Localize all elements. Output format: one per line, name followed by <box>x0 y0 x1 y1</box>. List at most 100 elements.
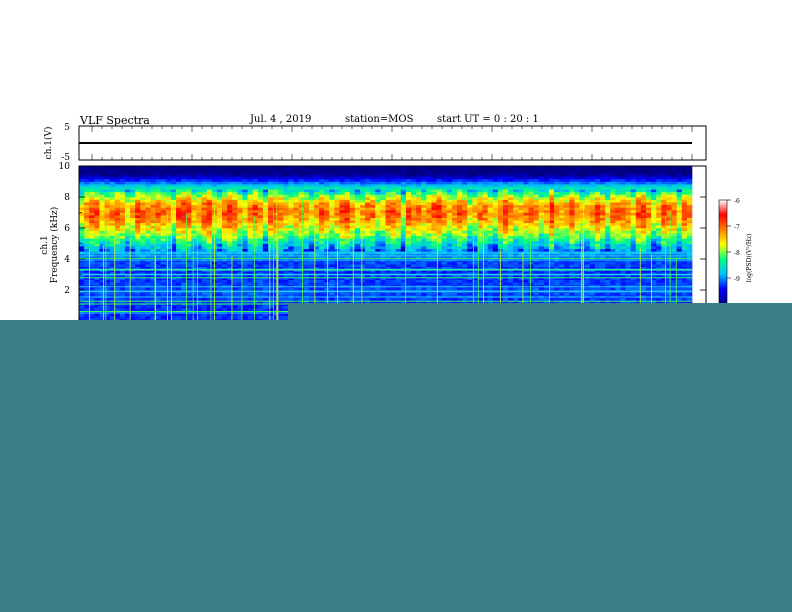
spectrogram-cell <box>385 235 391 239</box>
spectrogram-cell <box>385 271 391 275</box>
spectrogram-cell <box>405 287 412 291</box>
spectrogram-cell <box>196 184 202 187</box>
spectrogram-cell <box>247 181 253 185</box>
spectrogram-cell <box>247 222 253 226</box>
spectrogram-cell <box>94 287 100 291</box>
spectrogram-cell <box>176 184 182 187</box>
spectrogram-cell <box>319 197 325 200</box>
spectrogram-cell <box>273 186 279 190</box>
spectrogram-cell <box>227 235 233 239</box>
spectrogram-cell <box>145 282 151 286</box>
spectrogram-cell <box>165 191 172 195</box>
spectrogram-cell <box>262 222 269 226</box>
spectrogram-cell <box>222 308 228 311</box>
spectrogram-cell <box>375 264 381 268</box>
spectrogram-cell <box>288 253 294 257</box>
spectrogram-cell <box>216 310 223 314</box>
spectrogram-cell <box>426 230 432 234</box>
spectrogram-cell <box>359 173 366 177</box>
spectrogram-cell <box>467 194 473 198</box>
spectrogram-cell <box>421 248 427 252</box>
spectrogram-cell <box>354 176 361 180</box>
spectrogram-cell <box>89 318 95 322</box>
spectrogram-cell <box>181 269 187 273</box>
spectrogram-cell <box>150 277 156 280</box>
spectrogram-cell <box>104 166 110 169</box>
spectrogram-cell <box>416 171 422 175</box>
spectrogram-cell <box>268 204 274 208</box>
spectrogram-cell <box>349 186 356 190</box>
spectrogram-cell <box>160 292 167 296</box>
spectrogram-cell <box>104 238 110 242</box>
spectrogram-cell <box>298 274 305 278</box>
spectrogram-cell <box>462 264 468 268</box>
spectrogram-cell <box>140 199 146 203</box>
spectrogram-cell <box>155 266 162 270</box>
spectrogram-cell <box>257 209 264 213</box>
spectrogram-cell <box>303 225 310 229</box>
spectrogram-cell <box>186 189 192 193</box>
spectrogram-cell <box>130 277 136 280</box>
spectrogram-cell <box>457 202 463 206</box>
spectrogram-cell <box>109 225 116 229</box>
spectrogram-cell <box>130 225 136 229</box>
spectrogram-cell <box>380 166 386 169</box>
spectrogram-cell <box>487 209 494 213</box>
spectrogram-cell <box>222 204 228 208</box>
spectrogram-cell <box>176 246 182 249</box>
spectrogram-cell <box>150 279 156 283</box>
spectrogram-cell <box>339 274 345 278</box>
spectrogram-cell <box>298 300 305 304</box>
spectrogram-cell <box>273 197 279 200</box>
spectrogram-cell <box>472 271 478 275</box>
spectrogram-cell <box>273 246 279 249</box>
spectrogram-cell <box>370 235 376 239</box>
spectrogram-cell <box>160 191 167 195</box>
spectrogram-cell <box>288 235 294 239</box>
spectrogram-cell <box>262 279 269 283</box>
spectrogram-cell <box>359 171 366 175</box>
spectrogram-cell <box>349 197 356 200</box>
spectrogram-cell <box>411 207 417 211</box>
spectrogram-cell <box>186 246 192 249</box>
spectrogram-cell <box>339 184 345 187</box>
spectrogram-cell <box>349 238 356 242</box>
spectrogram-cell <box>298 199 305 203</box>
spectrogram-cell <box>89 282 95 286</box>
spectrogram-cell <box>150 209 156 213</box>
spectrogram-cell <box>411 194 417 198</box>
spectrogram-cell <box>421 269 427 273</box>
spectrogram-cell <box>145 166 151 169</box>
spectrogram-cell <box>165 194 172 198</box>
spectrogram-cell <box>104 197 110 200</box>
spectrogram-cell <box>130 246 136 249</box>
spectrogram-cell <box>216 209 223 213</box>
spectrogram-cell <box>176 300 182 304</box>
spectrogram-cell <box>232 184 238 187</box>
spectrogram-cell <box>181 313 187 317</box>
spectrogram-cell <box>216 274 223 278</box>
spectrogram-cell <box>308 282 315 286</box>
spectrogram-cell <box>79 191 85 195</box>
spectrogram-cell <box>487 282 494 286</box>
spectrogram-cell <box>446 253 453 257</box>
spectrogram-cell <box>181 310 187 314</box>
spectrogram-cell <box>257 240 264 244</box>
spectrogram-cell <box>298 168 305 172</box>
spectrogram-cell <box>313 266 320 270</box>
spectrogram-cell <box>303 235 310 239</box>
spectrogram-cell <box>359 222 366 226</box>
spectrogram-cell <box>114 246 121 249</box>
spectrogram-cell <box>262 266 269 270</box>
spectrogram-cell <box>227 264 233 268</box>
spectrogram-cell <box>237 248 243 252</box>
spectrogram-cell <box>181 261 187 265</box>
spectrogram-cell <box>145 305 151 309</box>
spectrogram-cell <box>273 189 279 193</box>
spectrogram-cell <box>191 243 197 247</box>
spectrogram-cell <box>94 168 100 172</box>
spectrogram-cell <box>140 318 146 322</box>
spectrogram-cell <box>359 204 366 208</box>
spectrogram-cell <box>262 166 269 169</box>
spectrogram-cell <box>344 253 351 257</box>
